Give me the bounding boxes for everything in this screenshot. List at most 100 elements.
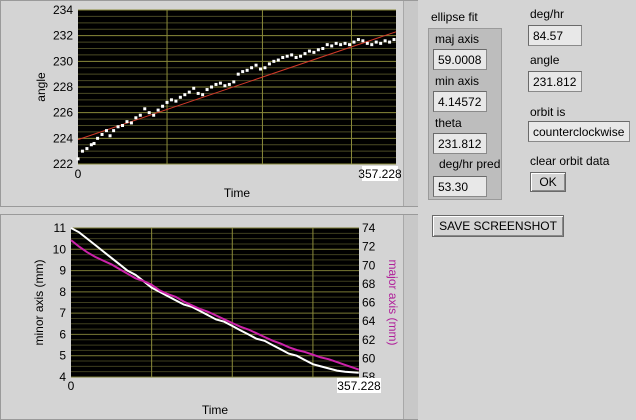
y-left-tick-label: 9 <box>59 264 66 278</box>
data-point <box>134 116 138 120</box>
y-right-tick-label: 62 <box>362 333 376 347</box>
data-point <box>236 72 240 76</box>
y-axis-label: angle <box>34 72 48 102</box>
data-point <box>156 108 160 112</box>
data-point <box>80 149 84 153</box>
y-left-tick-label: 8 <box>59 285 66 299</box>
data-point <box>223 84 227 88</box>
data-point <box>352 40 356 44</box>
y-tick-label: 228 <box>53 80 73 94</box>
data-point <box>290 53 294 57</box>
y-left-tick-label: 5 <box>59 349 66 363</box>
data-point <box>281 55 285 59</box>
axes-chart-panel: 4 5 6 7 8 9 10 11 58 60 62 64 66 68 70 72 74 0 357.228 Time… <box>0 214 418 420</box>
data-point <box>227 82 231 86</box>
y-tick-label: 232 <box>53 29 73 43</box>
y-left-tick-label: 10 <box>53 242 67 256</box>
data-point <box>174 99 178 103</box>
data-point <box>250 66 254 70</box>
data-point <box>343 41 347 45</box>
data-point <box>147 111 151 115</box>
data-point <box>330 44 334 48</box>
deghr-label: deg/hr <box>530 7 565 21</box>
data-point <box>316 48 320 52</box>
data-point <box>258 67 262 71</box>
data-point <box>303 52 307 56</box>
series-line-right <box>70 239 360 371</box>
y-tick-label: 224 <box>53 131 73 145</box>
data-point <box>108 134 112 138</box>
x-tick-label-box <box>337 378 381 393</box>
y-tick-label: 230 <box>53 54 73 68</box>
data-point <box>348 43 352 47</box>
angle-chart: 222 224 226 228 230 232 234 0 357.228 Time angle <box>34 3 401 200</box>
ok-button[interactable]: OK <box>530 172 566 192</box>
data-point <box>218 81 222 85</box>
data-point <box>365 41 369 45</box>
data-point <box>152 113 156 117</box>
data-point <box>187 90 191 94</box>
data-point <box>267 62 271 66</box>
data-point <box>121 124 125 127</box>
data-point <box>285 54 289 58</box>
min-axis-label: min axis <box>435 74 480 88</box>
angle-chart-scrollbar[interactable] <box>403 1 418 206</box>
data-point <box>96 136 100 140</box>
data-point <box>383 39 387 43</box>
data-point <box>89 143 93 147</box>
orbit-label: orbit is <box>530 105 566 119</box>
y-right-axis-label: major axis (mm) <box>386 260 400 346</box>
data-point <box>143 107 147 111</box>
data-point <box>339 43 343 47</box>
x-tick-label: 357.228 <box>358 167 401 181</box>
y-tick-label: 234 <box>53 3 73 17</box>
data-point <box>241 70 245 74</box>
x-axis-label: Time <box>224 186 251 200</box>
angle-value: 231.812 <box>528 71 582 92</box>
data-point <box>334 41 338 45</box>
y-left-tick-label: 4 <box>59 370 66 384</box>
data-point <box>388 40 392 44</box>
y-left-axis-label: minor axis (mm) <box>32 259 46 345</box>
data-point <box>129 121 133 125</box>
data-point <box>263 66 267 70</box>
y-right-tick-label: 66 <box>362 296 376 310</box>
y-right-tick-label: 68 <box>362 277 376 291</box>
save-screenshot-button[interactable]: SAVE SCREENSHOT <box>432 215 564 237</box>
data-point <box>85 147 89 151</box>
data-point <box>165 100 169 104</box>
data-point <box>307 49 311 53</box>
data-point <box>100 132 104 136</box>
maj-axis-value: 59.0008 <box>433 49 487 70</box>
data-point <box>138 113 142 117</box>
y-right-tick-label: 72 <box>362 240 376 254</box>
data-point <box>210 85 214 89</box>
maj-axis-label: maj axis <box>435 32 480 46</box>
data-point <box>294 55 298 59</box>
x-tick-label: 0 <box>68 379 75 393</box>
axes-chart-scrollbar[interactable] <box>403 215 418 419</box>
x-tick-label: 0 <box>75 167 82 181</box>
y-left-tick-label: 11 <box>54 221 67 235</box>
min-axis-value: 4.14572 <box>433 91 487 112</box>
deghr-value: 84.57 <box>528 25 582 46</box>
data-point <box>92 141 96 145</box>
x-tick-label: 357.228 <box>337 379 381 393</box>
data-point <box>76 157 80 161</box>
data-point <box>356 38 360 42</box>
data-point <box>178 95 182 99</box>
y-tick-label: 226 <box>53 106 73 120</box>
deghr-pred-value: 53.30 <box>433 176 487 197</box>
data-point <box>379 41 383 45</box>
data-point <box>374 40 378 44</box>
data-point <box>192 86 196 90</box>
y-tick-label: 222 <box>53 157 73 171</box>
ellipse-fit-group: maj axis 59.0008 min axis 4.14572 theta … <box>428 28 502 200</box>
x-tick-label-box <box>362 166 398 181</box>
clear-orbit-label: clear orbit data <box>530 154 610 168</box>
data-point <box>361 39 365 43</box>
data-point <box>196 91 200 95</box>
y-right-tick-label: 70 <box>362 258 376 272</box>
angle-chart-panel: 222 224 226 228 230 232 234 0 357.228 Time angle <box>0 0 418 207</box>
